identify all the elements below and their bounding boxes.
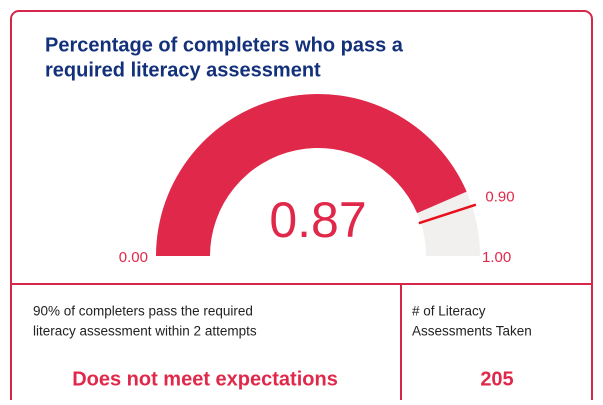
gauge-value-label: 0.87	[269, 192, 366, 248]
panel-description: Assessments Taken	[412, 324, 532, 339]
chart-title: required literacy assessment	[45, 59, 321, 81]
card	[10, 10, 593, 405]
gauge-target-label: 0.90	[485, 189, 514, 206]
gauge-max-label: 1.00	[482, 249, 511, 266]
chart-title: Percentage of completers who pass a	[45, 34, 404, 56]
gauge-target	[418, 203, 477, 225]
gauge-value	[156, 94, 467, 257]
panel-description: 90% of completers pass the required	[33, 304, 253, 319]
panel-description: literacy assessment within 2 attempts	[33, 324, 257, 339]
panel-description: # of Literacy	[412, 304, 486, 319]
panel-result: Does not meet expectations	[72, 368, 338, 390]
panel-result: 205	[480, 368, 513, 390]
gauge-min-label: 0.00	[119, 249, 148, 266]
